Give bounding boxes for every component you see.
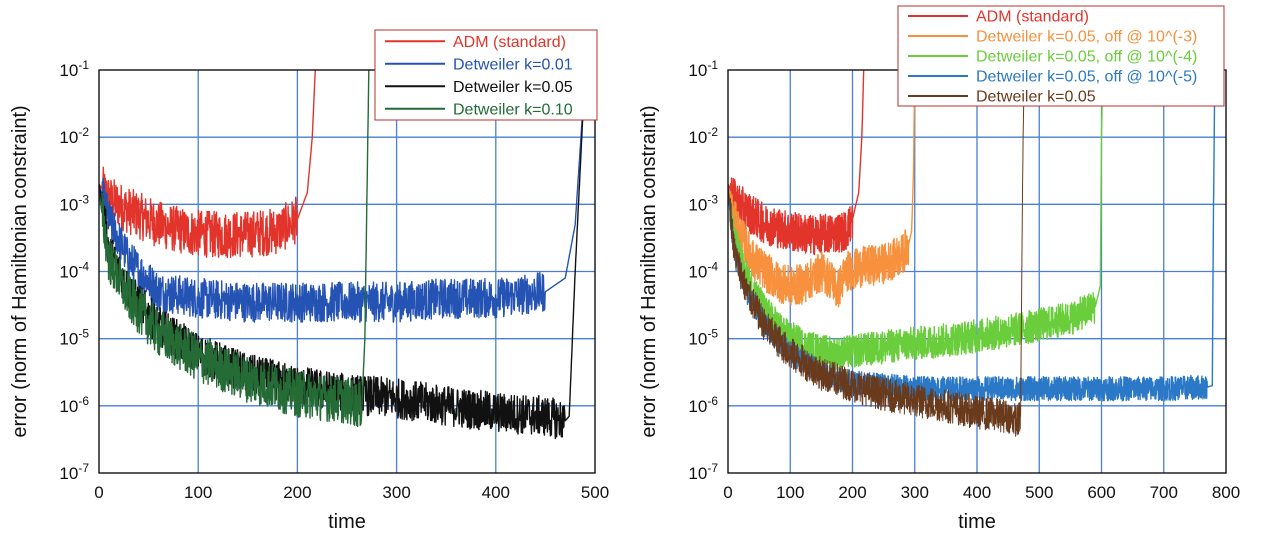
- series-line: [728, 70, 916, 308]
- legend-entry: Detweiler k=0.01: [453, 56, 573, 73]
- chart-panel-2: 0 100 200 300 400 500 600 700 800 10-7 10-6 10-5 10-…: [638, 5, 1240, 533]
- y-axis-label: error (norm of Hamiltonian constraint): [9, 105, 31, 437]
- y-tick-label: 10-7: [688, 461, 718, 483]
- series-line: [728, 70, 865, 256]
- legend-entry: Detweiler k=0.05: [453, 79, 573, 96]
- series-line: [99, 70, 316, 259]
- legend-entry: Detweiler k=0.10: [453, 101, 573, 118]
- legend-entry: Detweiler k=0.05, off @ 10^(-3): [976, 29, 1197, 46]
- y-axis-label: error (norm of Hamiltonian constraint): [638, 105, 660, 437]
- y-tick-label: 10-1: [688, 58, 718, 80]
- x-tick-label: 200: [838, 483, 866, 502]
- legend-box: [374, 29, 598, 121]
- chart-panel-1: 0 100 200 300 400 500 10-7 10-6 10-5 10-4 10-3 10-2…: [9, 29, 609, 533]
- series-group: [728, 70, 1216, 437]
- series-line: [728, 70, 1104, 371]
- y-tick-label: 10-3: [688, 192, 718, 214]
- x-axis-label: time: [328, 511, 366, 533]
- series-group: [99, 70, 586, 440]
- x-tick-label: 500: [581, 483, 609, 502]
- x-tick-label: 400: [482, 483, 510, 502]
- legend: ADM (standard) Detweiler k=0.05, off @ 10…: [897, 5, 1225, 107]
- y-tick-label: 10-5: [688, 327, 718, 349]
- legend-entry: Detweiler k=0.05: [976, 89, 1096, 106]
- x-tick-label: 200: [283, 483, 311, 502]
- x-tick-label: 700: [1150, 483, 1178, 502]
- y-tick-label: 10-4: [59, 260, 89, 282]
- legend-entry: Detweiler k=0.05, off @ 10^(-5): [976, 69, 1197, 86]
- legend: ADM (standard) Detweiler k=0.01 Detweiler …: [374, 29, 598, 121]
- x-tick-label: 300: [382, 483, 410, 502]
- x-tick-label: 800: [1212, 483, 1240, 502]
- series-line: [99, 105, 584, 323]
- x-tick-label: 600: [1087, 483, 1115, 502]
- x-tick-label: 100: [184, 483, 212, 502]
- x-axis-label: time: [958, 511, 996, 533]
- x-tick-label: 500: [1025, 483, 1053, 502]
- legend-entry: ADM (standard): [976, 9, 1089, 26]
- y-tick-label: 10-6: [59, 394, 89, 416]
- series-line: [99, 70, 370, 428]
- y-tick-label: 10-5: [59, 327, 89, 349]
- y-tick-label: 10-6: [688, 394, 718, 416]
- y-tick-label: 10-2: [59, 125, 89, 147]
- series-line: [728, 70, 1025, 437]
- legend-entry: Detweiler k=0.05, off @ 10^(-4): [976, 49, 1197, 66]
- y-tick-label: 10-2: [688, 125, 718, 147]
- legend-entry: ADM (standard): [453, 34, 566, 51]
- x-tick-label: 0: [94, 483, 103, 502]
- x-tick-label: 300: [901, 483, 929, 502]
- y-tick-label: 10-4: [688, 260, 718, 282]
- x-tick-label: 400: [963, 483, 991, 502]
- x-tick-label: 0: [723, 483, 732, 502]
- y-tick-label: 10-3: [59, 192, 89, 214]
- y-tick-label: 10-1: [59, 58, 89, 80]
- x-tick-label: 100: [776, 483, 804, 502]
- y-tick-label: 10-7: [59, 461, 89, 483]
- plot-frame: [98, 69, 596, 474]
